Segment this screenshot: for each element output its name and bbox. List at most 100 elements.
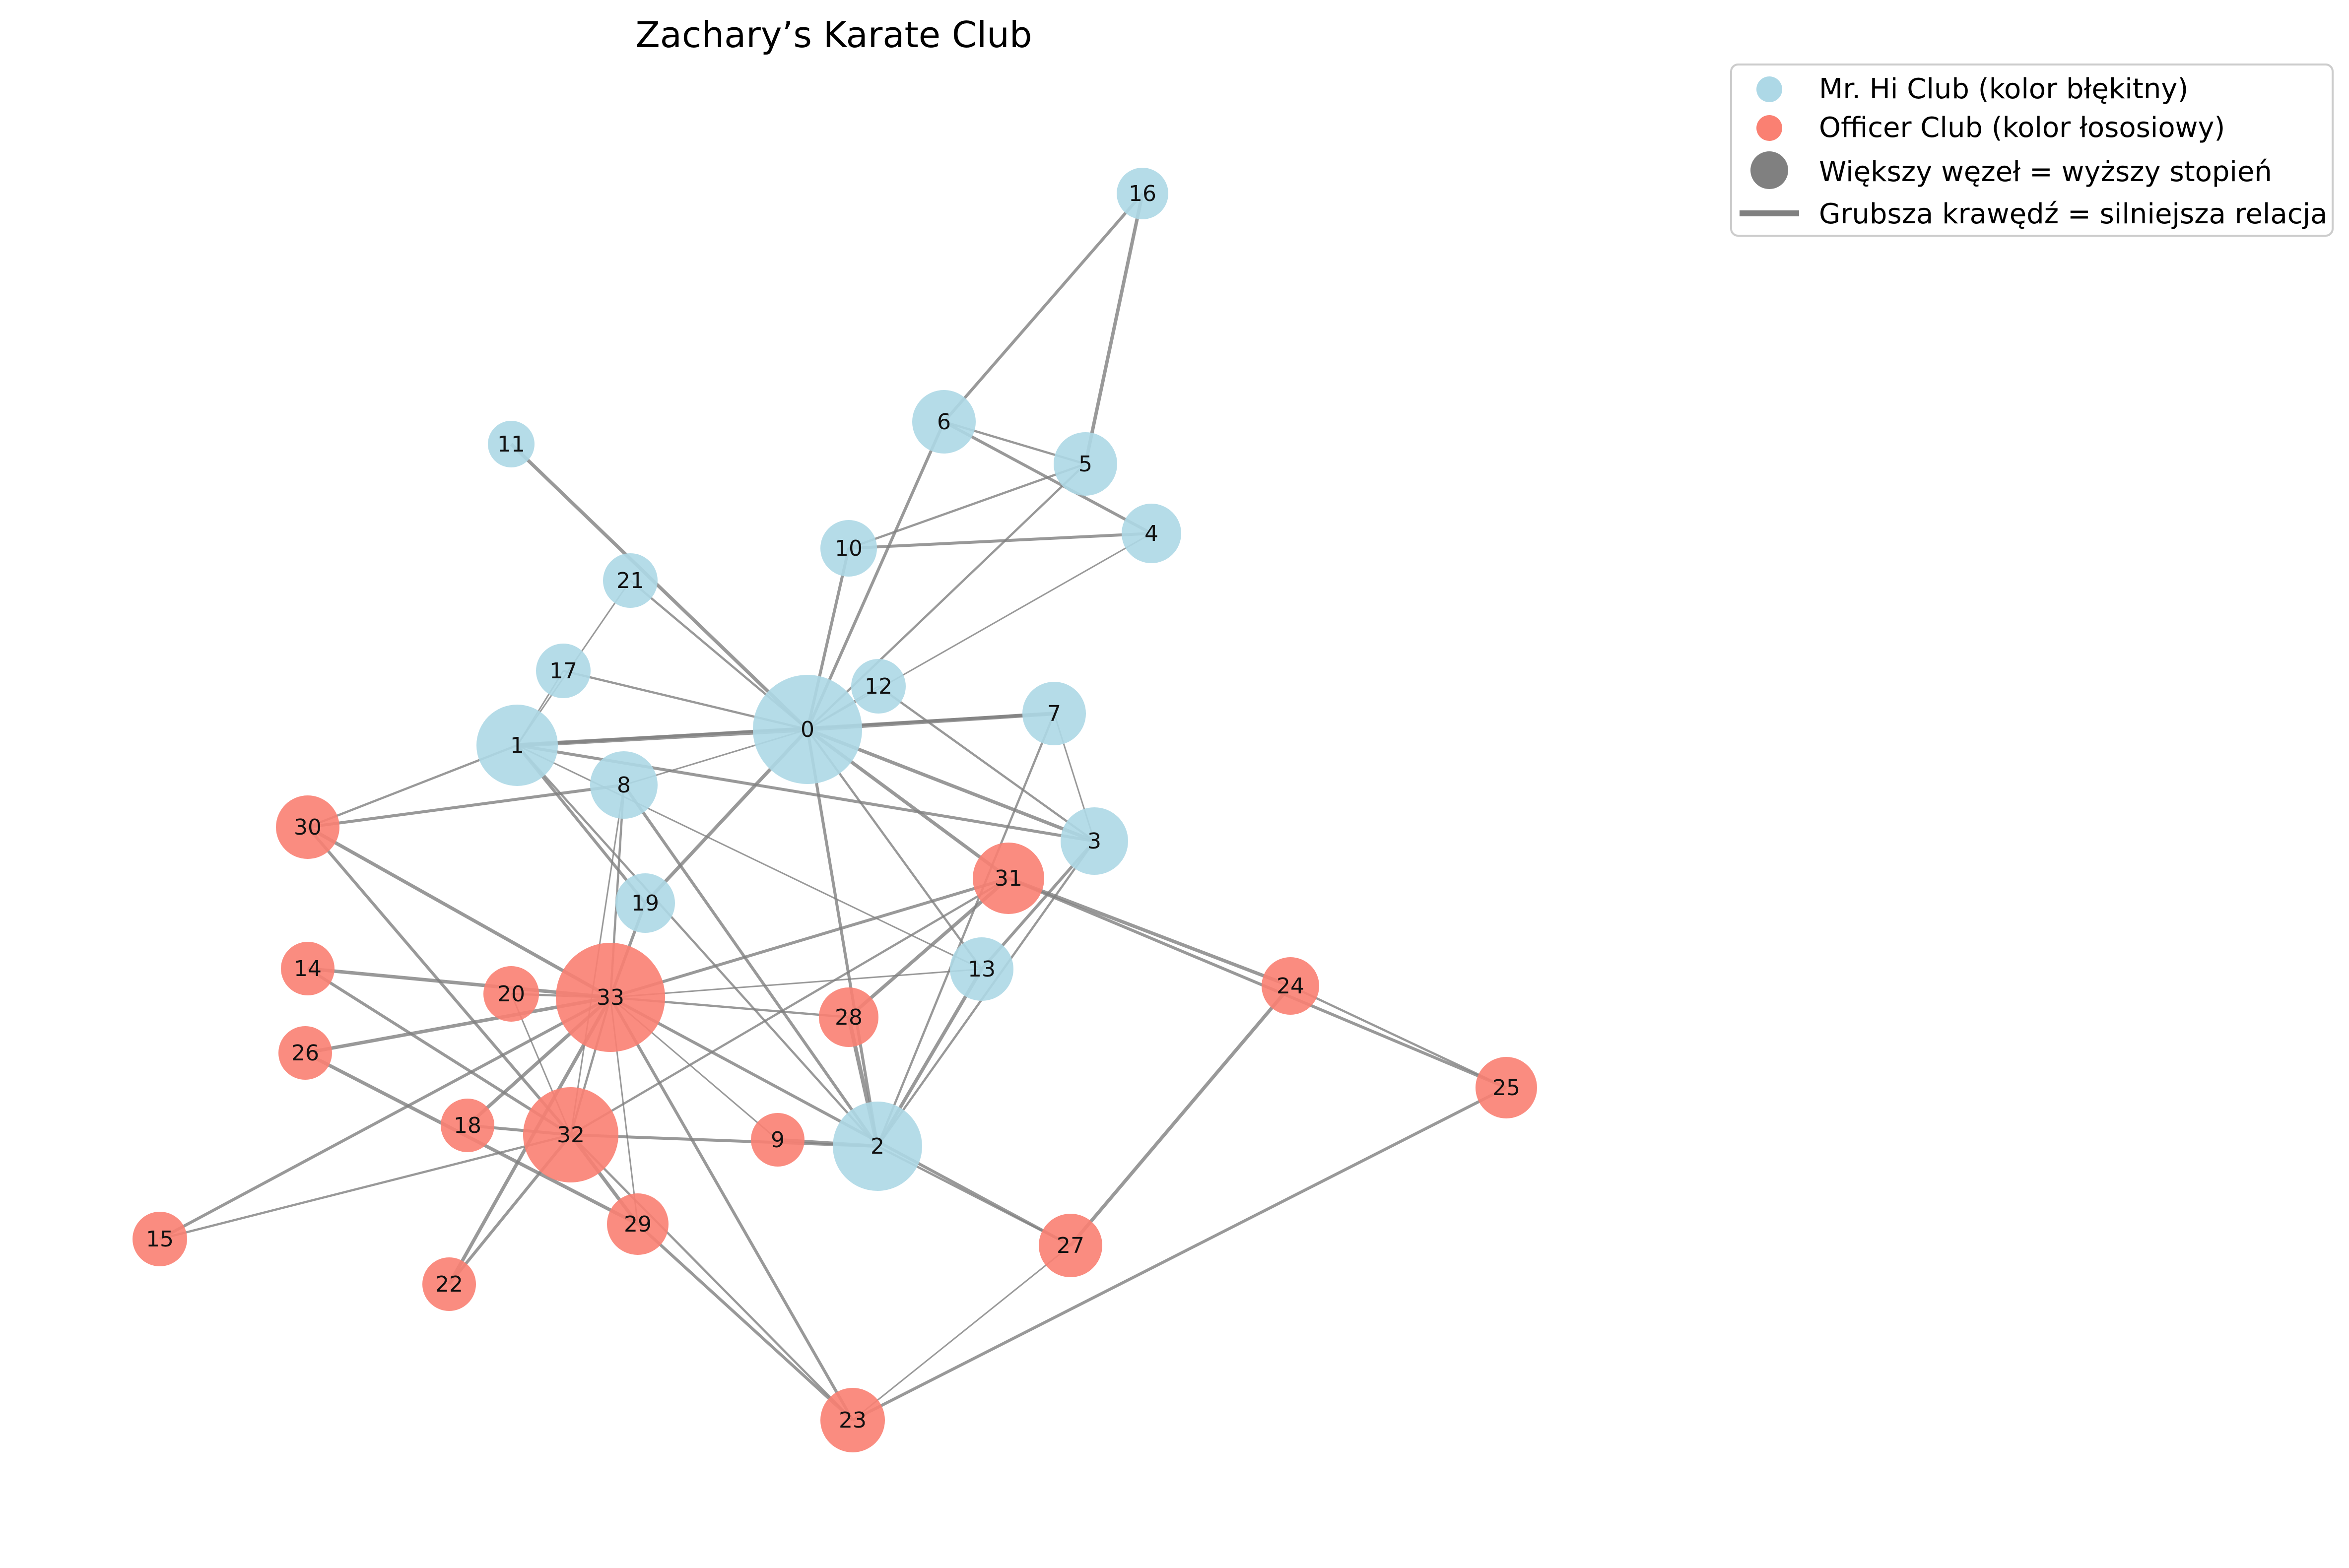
- node-label-9: 9: [771, 1127, 785, 1153]
- node-1[interactable]: 1: [476, 705, 558, 786]
- edge-8-30: [307, 784, 624, 829]
- node-circle-32[interactable]: [523, 1087, 618, 1182]
- node-20[interactable]: 20: [483, 966, 539, 1022]
- node-label-18: 18: [454, 1113, 481, 1138]
- node-circle-29[interactable]: [607, 1193, 669, 1255]
- node-circle-17[interactable]: [536, 644, 591, 698]
- node-27[interactable]: 27: [1039, 1214, 1102, 1277]
- node-circle-2[interactable]: [833, 1102, 922, 1191]
- node-23[interactable]: 23: [820, 1388, 885, 1452]
- node-17[interactable]: 17: [536, 644, 591, 698]
- node-circle-33[interactable]: [556, 943, 665, 1052]
- node-circle-14[interactable]: [281, 942, 335, 995]
- node-circle-20[interactable]: [483, 966, 539, 1022]
- node-22[interactable]: 22: [422, 1257, 476, 1311]
- node-circle-25[interactable]: [1476, 1057, 1537, 1118]
- legend-marker-size: [1750, 151, 1788, 189]
- node-6[interactable]: 6: [912, 390, 976, 454]
- node-circle-26[interactable]: [278, 1026, 332, 1080]
- node-5[interactable]: 5: [1054, 432, 1117, 496]
- edge-23-32: [570, 1134, 854, 1421]
- node-21[interactable]: 21: [603, 553, 658, 608]
- node-circle-11[interactable]: [488, 421, 535, 467]
- edge-25-31: [1007, 877, 1507, 1089]
- node-16[interactable]: 16: [1117, 168, 1168, 219]
- node-11[interactable]: 11: [488, 421, 535, 467]
- node-circle-7[interactable]: [1022, 682, 1086, 745]
- node-0[interactable]: 0: [753, 675, 862, 784]
- node-7[interactable]: 7: [1022, 682, 1086, 745]
- edge-2-7: [876, 713, 1056, 1147]
- node-circle-8[interactable]: [590, 751, 658, 819]
- edge-0-6: [806, 421, 945, 730]
- node-label-12: 12: [865, 674, 892, 699]
- node-18[interactable]: 18: [441, 1099, 494, 1152]
- node-32[interactable]: 32: [523, 1087, 618, 1182]
- legend-marker-officer: [1756, 115, 1782, 141]
- node-13[interactable]: 13: [950, 937, 1013, 1001]
- edge-6-16: [942, 193, 1144, 423]
- node-14[interactable]: 14: [281, 942, 335, 995]
- node-label-28: 28: [835, 1005, 863, 1030]
- node-label-29: 29: [624, 1212, 652, 1237]
- node-circle-15[interactable]: [133, 1212, 187, 1266]
- node-circle-12[interactable]: [851, 659, 906, 714]
- node-circle-9[interactable]: [751, 1113, 805, 1167]
- node-label-4: 4: [1144, 521, 1158, 546]
- node-28[interactable]: 28: [819, 987, 878, 1047]
- node-label-19: 19: [631, 891, 659, 916]
- node-circle-31[interactable]: [973, 843, 1044, 914]
- node-circle-21[interactable]: [603, 553, 658, 608]
- edge-30-33: [307, 825, 611, 999]
- node-circle-5[interactable]: [1054, 432, 1117, 496]
- node-15[interactable]: 15: [133, 1212, 187, 1266]
- node-31[interactable]: 31: [973, 843, 1044, 914]
- node-circle-22[interactable]: [422, 1257, 476, 1311]
- node-label-25: 25: [1492, 1075, 1520, 1101]
- node-circle-6[interactable]: [912, 390, 976, 454]
- node-label-1: 1: [510, 733, 524, 758]
- edge-24-27: [1069, 984, 1292, 1247]
- node-circle-4[interactable]: [1122, 504, 1181, 563]
- edge-31-33: [610, 877, 1009, 999]
- legend-frame: [1730, 64, 2334, 237]
- node-label-31: 31: [995, 866, 1022, 891]
- edge-3-12: [877, 685, 1095, 842]
- node-19[interactable]: 19: [615, 873, 675, 933]
- node-circle-16[interactable]: [1117, 168, 1168, 219]
- node-3[interactable]: 3: [1061, 807, 1128, 875]
- node-circle-0[interactable]: [753, 675, 862, 784]
- node-circle-27[interactable]: [1039, 1214, 1102, 1277]
- node-circle-13[interactable]: [950, 937, 1013, 1001]
- node-circle-30[interactable]: [276, 795, 339, 859]
- node-circle-24[interactable]: [1262, 957, 1319, 1015]
- node-4[interactable]: 4: [1122, 504, 1181, 563]
- edge-2-32: [570, 1133, 878, 1148]
- edge-1-2: [516, 744, 878, 1147]
- node-circle-19[interactable]: [615, 873, 675, 933]
- edges-layer: [159, 193, 1507, 1422]
- node-circle-1[interactable]: [476, 705, 558, 786]
- edge-23-29: [636, 1223, 854, 1422]
- node-label-16: 16: [1129, 181, 1156, 206]
- node-circle-28[interactable]: [819, 987, 878, 1047]
- edge-23-33: [609, 996, 854, 1421]
- legend-label-officer: Officer Club (kolor łososiowy): [1819, 112, 2225, 144]
- node-12[interactable]: 12: [851, 659, 906, 714]
- node-circle-18[interactable]: [441, 1099, 494, 1152]
- node-2[interactable]: 2: [833, 1102, 922, 1191]
- node-label-14: 14: [294, 956, 322, 981]
- node-circle-3[interactable]: [1061, 807, 1128, 875]
- node-circle-23[interactable]: [820, 1388, 885, 1452]
- node-30[interactable]: 30: [276, 795, 339, 859]
- node-10[interactable]: 10: [820, 520, 877, 577]
- node-26[interactable]: 26: [278, 1026, 332, 1080]
- node-8[interactable]: 8: [590, 751, 658, 819]
- node-33[interactable]: 33: [556, 943, 665, 1052]
- node-label-33: 33: [597, 985, 624, 1010]
- node-29[interactable]: 29: [607, 1193, 669, 1255]
- node-24[interactable]: 24: [1262, 957, 1319, 1015]
- node-25[interactable]: 25: [1476, 1057, 1537, 1118]
- node-circle-10[interactable]: [820, 520, 877, 577]
- node-9[interactable]: 9: [751, 1113, 805, 1167]
